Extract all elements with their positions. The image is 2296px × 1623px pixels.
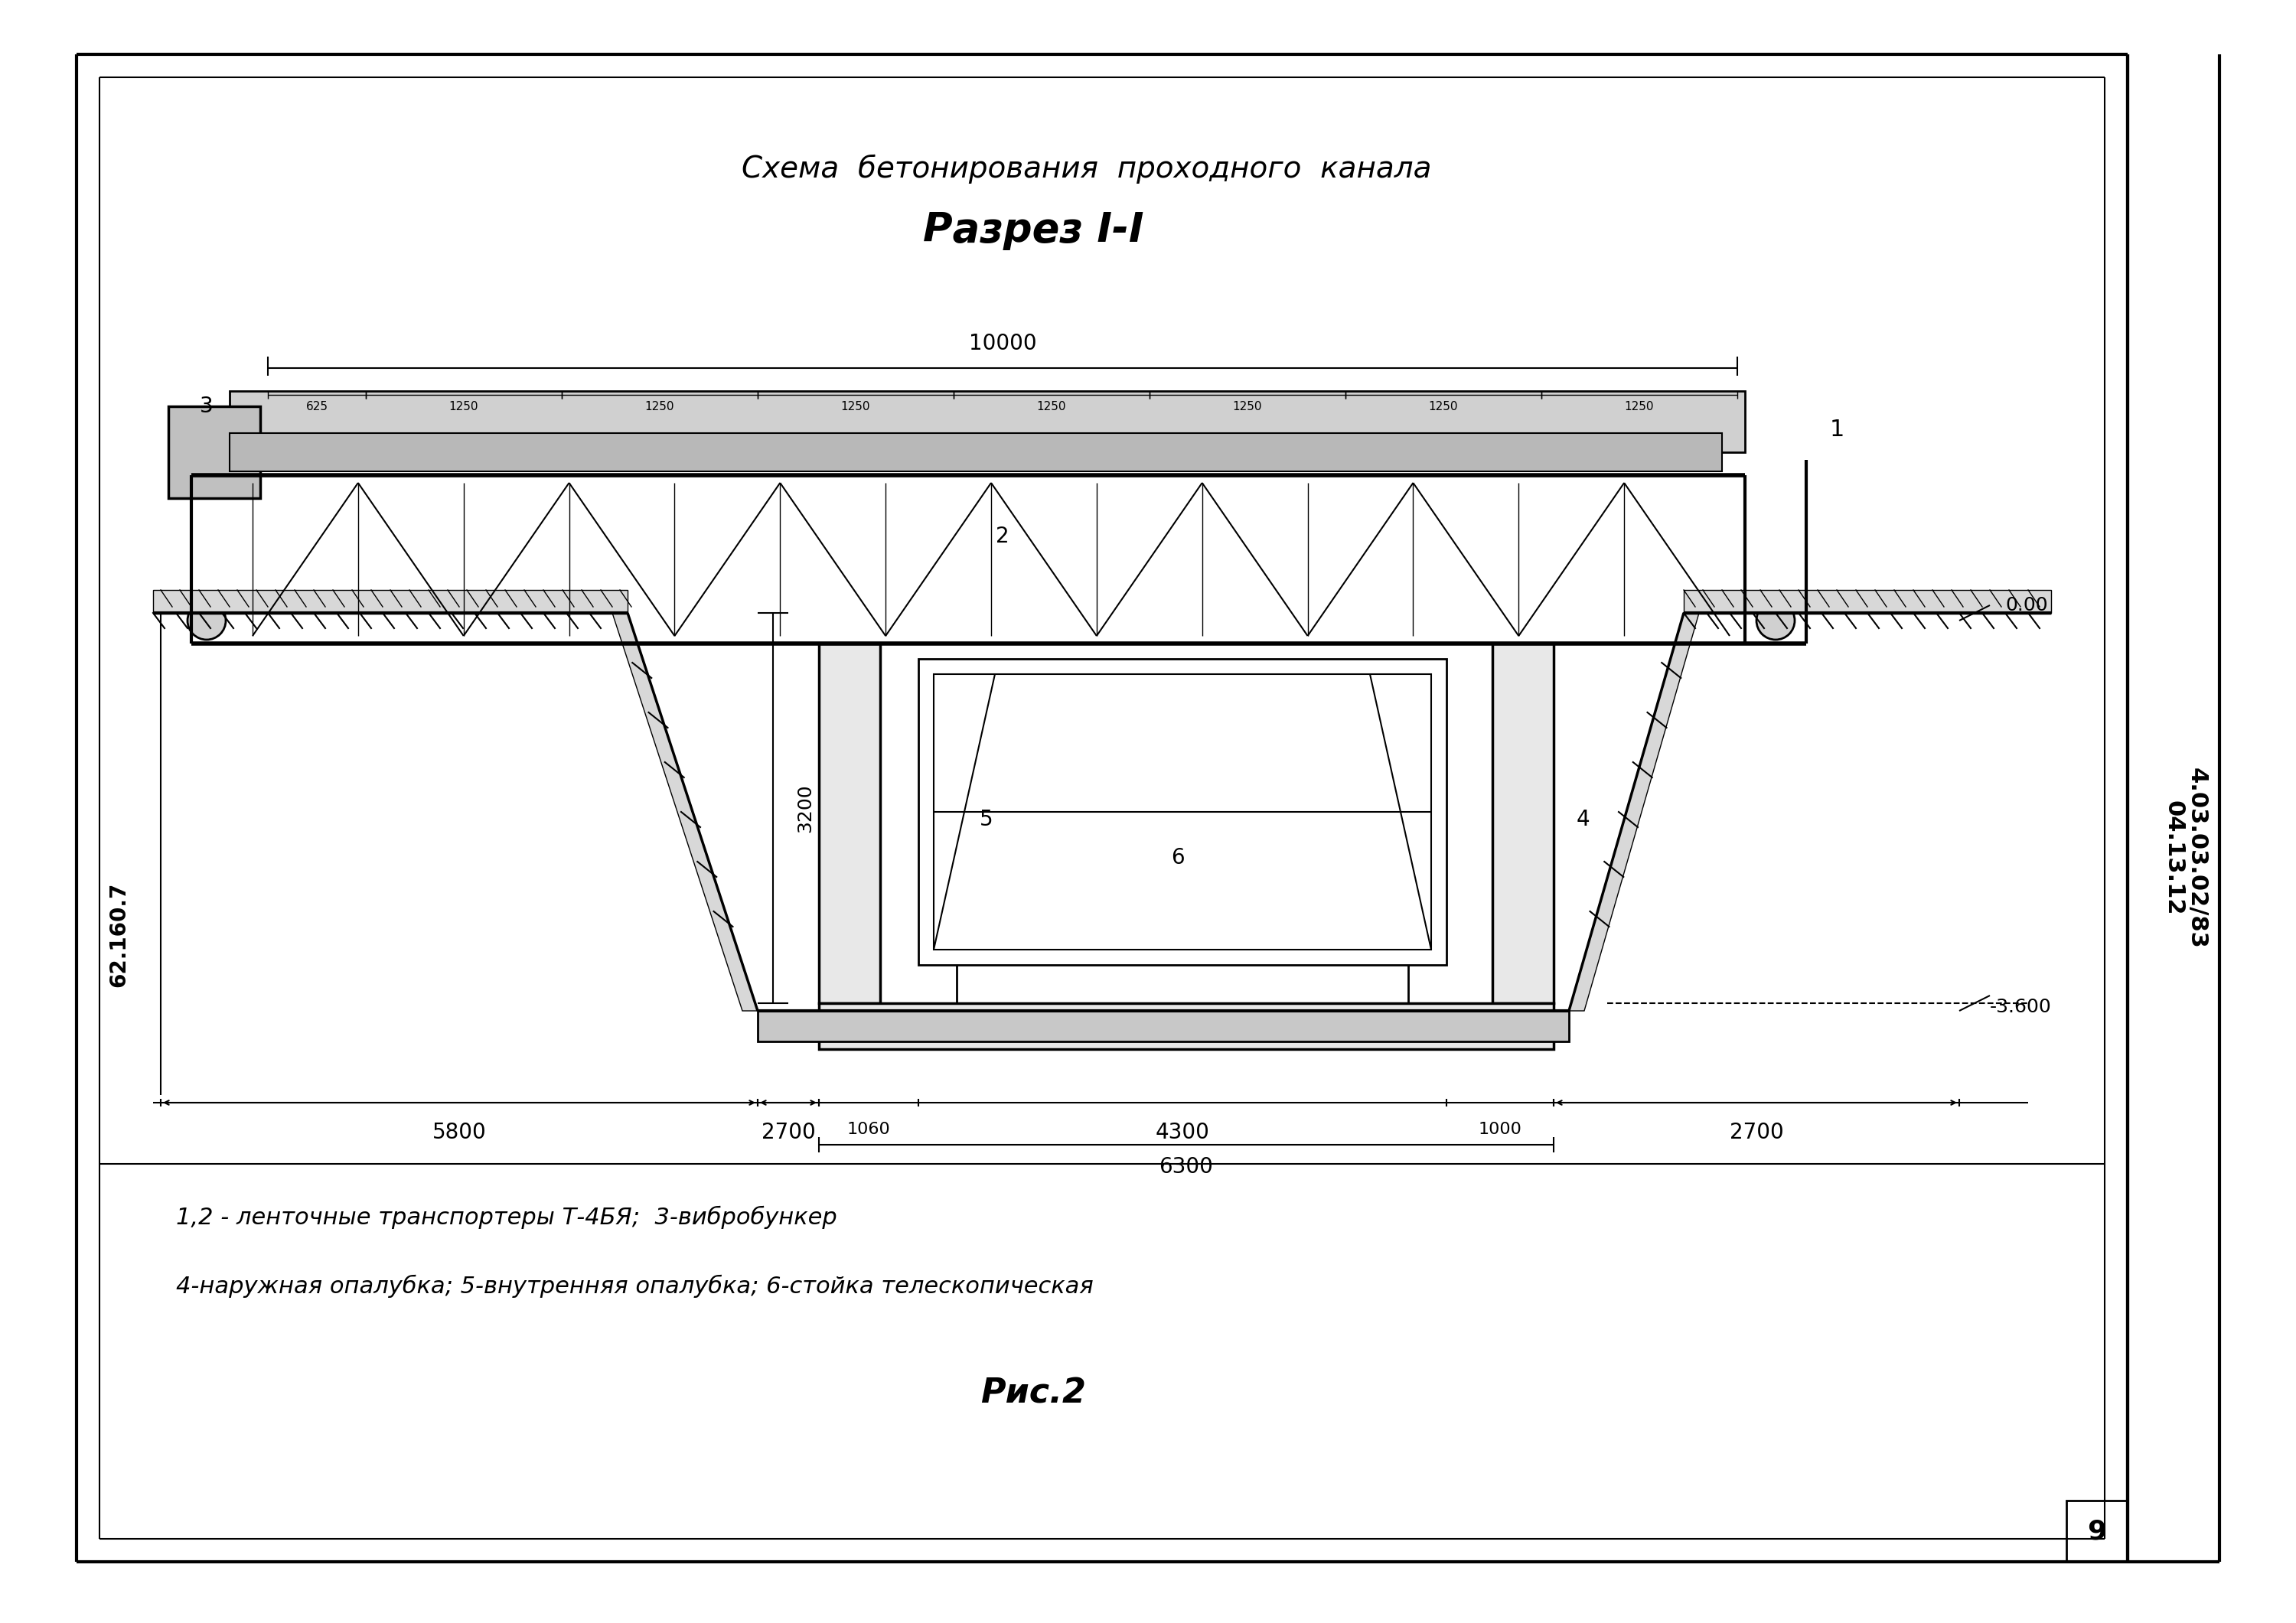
Bar [934,674,1430,949]
Text: Рис.2: Рис.2 [980,1376,1086,1410]
Text: Схема  бетонирования  проходного  канала: Схема бетонирования проходного канала [742,154,1433,183]
Text: 625: 625 [305,401,328,412]
Text: 1: 1 [1830,419,1844,440]
Bar [820,1003,1554,1048]
Text: 3: 3 [200,396,214,417]
Text: 4-наружная опалубка; 5-внутренняя опалубка; 6-стойка телескопическая: 4-наружная опалубка; 5-внутренняя опалуб… [177,1274,1093,1298]
Text: 6300: 6300 [1159,1156,1212,1178]
Bar [168,406,259,498]
Polygon shape [613,613,758,1011]
Text: 04.13.12: 04.13.12 [2163,800,2186,915]
Text: 1000: 1000 [1479,1121,1522,1138]
Polygon shape [1568,613,1699,1011]
Text: 5800: 5800 [432,1121,487,1143]
Bar [230,391,1745,453]
Text: 1250: 1250 [840,401,870,412]
Bar [820,644,879,1003]
Circle shape [1756,602,1795,639]
Bar [918,659,1446,966]
Bar [230,433,1722,471]
Bar [2066,1501,2128,1561]
Text: 6: 6 [1171,847,1185,868]
Bar [758,1011,1568,1042]
Text: 1250: 1250 [645,401,675,412]
Text: Разрез I-I: Разрез I-I [923,211,1143,250]
Text: 0.00: 0.00 [2004,596,2048,615]
Text: 4.03.03.02/83: 4.03.03.02/83 [2186,768,2209,948]
Text: 5: 5 [980,808,994,831]
Polygon shape [1683,591,2050,613]
Text: 1250: 1250 [450,401,478,412]
Text: 3200: 3200 [797,784,815,833]
Text: 1250: 1250 [1233,401,1263,412]
Text: -3.600: -3.600 [1991,998,2053,1016]
Text: 2700: 2700 [1729,1121,1784,1143]
Text: 1250: 1250 [1626,401,1653,412]
Text: 4: 4 [1577,808,1591,831]
Bar [1492,644,1554,1003]
Text: 2700: 2700 [762,1121,815,1143]
Text: 1060: 1060 [847,1121,891,1138]
Text: 4300: 4300 [1155,1121,1210,1143]
Text: 1250: 1250 [1038,401,1065,412]
Text: 9: 9 [2087,1518,2108,1543]
Text: 1,2 - ленточные транспортеры Т-4БЯ;  3-вибробункер: 1,2 - ленточные транспортеры Т-4БЯ; 3-ви… [177,1206,838,1229]
Polygon shape [154,591,627,613]
Text: 10000: 10000 [969,333,1035,354]
Text: 1250: 1250 [1428,401,1458,412]
Text: 62.160.7: 62.160.7 [108,881,129,987]
Text: 2: 2 [996,526,1010,547]
Circle shape [188,602,225,639]
